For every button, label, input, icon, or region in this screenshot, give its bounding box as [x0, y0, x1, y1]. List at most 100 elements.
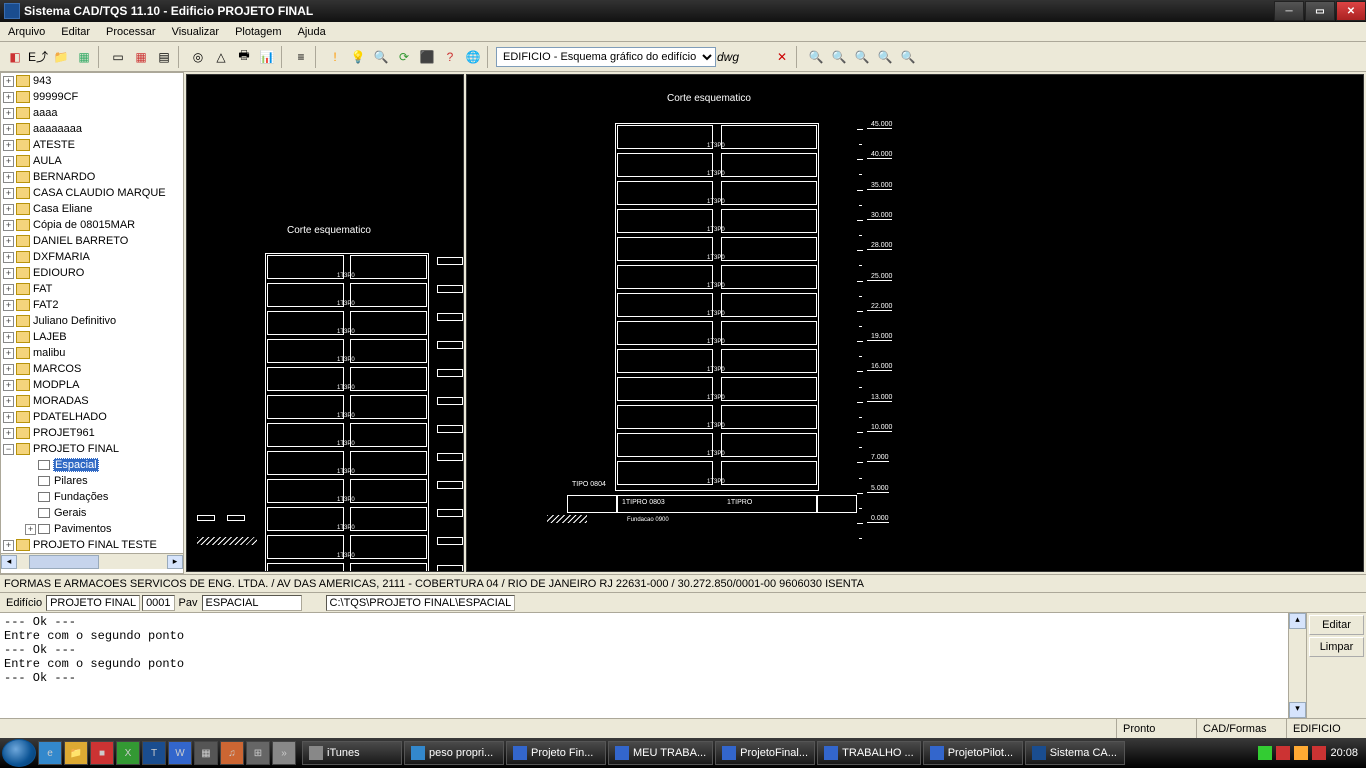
tool-print-icon[interactable]: 🖶 — [233, 46, 255, 68]
tree-item[interactable]: +PROJET961 — [1, 425, 183, 441]
tree-item[interactable]: +MODPLA — [1, 377, 183, 393]
ql-app6-icon[interactable]: ⊞ — [246, 741, 270, 765]
ql-app1-icon[interactable]: ■ — [90, 741, 114, 765]
tool-zoomin-icon[interactable]: 🔍 — [828, 46, 850, 68]
tool-3d-icon[interactable]: ⬛ — [416, 46, 438, 68]
ql-app7-icon[interactable]: » — [272, 741, 296, 765]
taskbar-app[interactable]: Projeto Fin... — [506, 741, 606, 765]
tree-child[interactable]: Pilares — [1, 473, 183, 489]
tool-idea-icon[interactable]: 💡 — [347, 46, 369, 68]
ql-word-icon[interactable]: W — [168, 741, 192, 765]
taskbar-app[interactable]: iTunes — [302, 741, 402, 765]
tree-item[interactable]: +FAT — [1, 281, 183, 297]
minimize-button[interactable]: ─ — [1274, 1, 1304, 21]
close-button[interactable]: ✕ — [1336, 1, 1366, 21]
tool-table-icon[interactable]: ▤ — [153, 46, 175, 68]
tool-open-icon[interactable]: 📁 — [50, 46, 72, 68]
tool-zoom-icon[interactable]: 🔍 — [370, 46, 392, 68]
tool-list-icon[interactable]: ≡ — [290, 46, 312, 68]
tool-help-icon[interactable]: ? — [439, 46, 461, 68]
ql-app4-icon[interactable]: ▦ — [194, 741, 218, 765]
taskbar-app[interactable]: TRABALHO ... — [817, 741, 921, 765]
taskbar-app[interactable]: ProjetoFinal... — [715, 741, 815, 765]
start-button[interactable] — [2, 739, 36, 767]
tool-edit-icon[interactable]: E⤴ — [27, 46, 49, 68]
tree-item[interactable]: +MARCOS — [1, 361, 183, 377]
menu-visualizar[interactable]: Visualizar — [164, 24, 228, 40]
viewport-right[interactable]: Corte esquematico1T3P01T3P01T3P01T3P01T3… — [466, 74, 1364, 572]
console-limpar-button[interactable]: Limpar — [1309, 637, 1364, 657]
menu-arquivo[interactable]: Arquivo — [0, 24, 53, 40]
tray-icon[interactable] — [1294, 746, 1308, 760]
tree-item[interactable]: +AULA — [1, 153, 183, 169]
tree-item[interactable]: +MORADAS — [1, 393, 183, 409]
tool-new-icon[interactable]: ◧ — [4, 46, 26, 68]
tool-zoomout-icon[interactable]: 🔍 — [851, 46, 873, 68]
ql-ie-icon[interactable]: e — [38, 741, 62, 765]
viewport-left[interactable]: Corte esquematico1T3P01T3P01T3P01T3P01T3… — [186, 74, 464, 572]
tree-item[interactable]: +ATESTE — [1, 137, 183, 153]
tree-item[interactable]: +EDIOURO — [1, 265, 183, 281]
tool-section-icon[interactable]: △ — [210, 46, 232, 68]
taskbar-app[interactable]: MEU TRABA... — [608, 741, 713, 765]
tree-item[interactable]: −PROJETO FINAL — [1, 441, 183, 457]
tree-child[interactable]: Fundações — [1, 489, 183, 505]
tool-window-icon[interactable]: ▭ — [107, 46, 129, 68]
tree-item[interactable]: +DXFMARIA — [1, 249, 183, 265]
project-tree[interactable]: +943+99999CF+aaaa+aaaaaaaa+ATESTE+AULA+B… — [0, 72, 184, 574]
menu-processar[interactable]: Processar — [98, 24, 164, 40]
tree-item[interactable]: +PROJETO FINAL TESTE — [1, 537, 183, 553]
taskbar-app[interactable]: ProjetoPilot... — [923, 741, 1023, 765]
tool-geo-icon[interactable]: ▦ — [73, 46, 95, 68]
tool-target-icon[interactable]: ◎ — [187, 46, 209, 68]
status-pronto: Pronto — [1116, 719, 1196, 738]
tree-item[interactable]: +Cópia de 08015MAR — [1, 217, 183, 233]
tree-item[interactable]: +LAJEB — [1, 329, 183, 345]
ql-app2-icon[interactable]: X — [116, 741, 140, 765]
tool-zoomprev-icon[interactable]: 🔍 — [897, 46, 919, 68]
menu-plotagem[interactable]: Plotagem — [227, 24, 289, 40]
tree-item[interactable]: +aaaa — [1, 105, 183, 121]
tool-refresh-icon[interactable]: ⟳ — [393, 46, 415, 68]
tree-item[interactable]: +DANIEL BARRETO — [1, 233, 183, 249]
taskbar-app[interactable]: Sistema CA... — [1025, 741, 1125, 765]
tree-item[interactable]: +CASA CLAUDIO MARQUE — [1, 185, 183, 201]
system-tray[interactable]: 20:08 — [1258, 746, 1364, 760]
tree-item[interactable]: +Casa Eliane — [1, 201, 183, 217]
taskbar-app[interactable]: peso propri... — [404, 741, 504, 765]
tool-grid-icon[interactable]: ▦ — [130, 46, 152, 68]
console-scrollbar[interactable]: ▴▾ — [1288, 613, 1306, 718]
tray-volume-icon[interactable] — [1312, 746, 1326, 760]
menu-ajuda[interactable]: Ajuda — [290, 24, 334, 40]
tree-item[interactable]: +99999CF — [1, 89, 183, 105]
tool-globe-icon[interactable]: 🌐 — [462, 46, 484, 68]
tray-clock[interactable]: 20:08 — [1330, 747, 1358, 759]
tree-item[interactable]: +943 — [1, 73, 183, 89]
ql-folder-icon[interactable]: 📁 — [64, 741, 88, 765]
tree-child[interactable]: Espacial — [1, 457, 183, 473]
maximize-button[interactable]: ▭ — [1305, 1, 1335, 21]
tool-zoomwin-icon[interactable]: 🔍 — [874, 46, 896, 68]
tree-item[interactable]: +FAT2 — [1, 297, 183, 313]
tool-zoomall-icon[interactable]: 🔍 — [805, 46, 827, 68]
tool-delete-icon[interactable]: ✕ — [771, 46, 793, 68]
console-editar-button[interactable]: Editar — [1309, 615, 1364, 635]
tree-child[interactable]: +Pavimentos — [1, 521, 183, 537]
tree-item[interactable]: +BERNARDO — [1, 169, 183, 185]
tree-item[interactable]: +Juliano Definitivo — [1, 313, 183, 329]
tree-item[interactable]: +aaaaaaaa — [1, 121, 183, 137]
tool-dwg-icon[interactable]: dwg — [717, 46, 739, 68]
view-selector[interactable]: EDIFICIO - Esquema gráfico do edifício — [496, 47, 716, 67]
tree-item[interactable]: +PDATELHADO — [1, 409, 183, 425]
ql-app3-icon[interactable]: T — [142, 741, 166, 765]
tray-icon[interactable] — [1258, 746, 1272, 760]
tool-chart-icon[interactable]: 📊 — [256, 46, 278, 68]
menu-editar[interactable]: Editar — [53, 24, 98, 40]
tree-item[interactable]: +malibu — [1, 345, 183, 361]
ql-app5-icon[interactable]: ♫ — [220, 741, 244, 765]
tool-info-icon[interactable]: ! — [324, 46, 346, 68]
tray-icon[interactable] — [1276, 746, 1290, 760]
command-console[interactable]: --- Ok --- Entre com o segundo ponto ---… — [0, 613, 1288, 718]
path-value: C:\TQS\PROJETO FINAL\ESPACIAL — [326, 595, 516, 611]
tree-child[interactable]: Gerais — [1, 505, 183, 521]
